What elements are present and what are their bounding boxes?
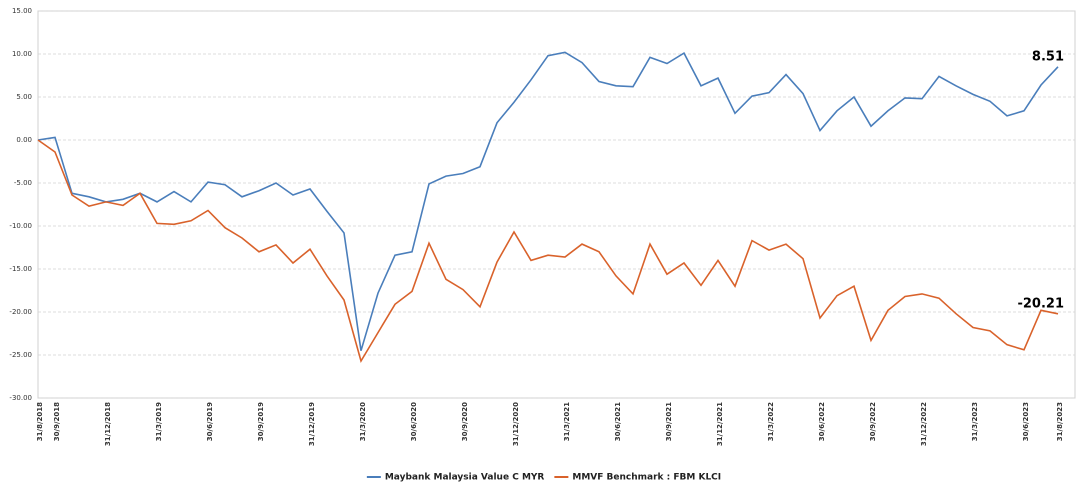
- series-line: [37, 51, 1059, 351]
- x-tick-label: 30/9/2019: [257, 402, 265, 441]
- x-tick-label: 31/12/2020: [512, 402, 520, 446]
- y-tick-label: -5.00: [14, 179, 32, 187]
- x-tick-label: 30/9/2018: [53, 402, 61, 441]
- y-tick-label: 15.00: [12, 7, 32, 15]
- x-tick-label: 31/3/2022: [767, 402, 775, 441]
- y-tick-label: -30.00: [9, 394, 32, 402]
- x-tick-label: 30/6/2020: [410, 402, 418, 441]
- y-tick-label: -20.00: [9, 308, 32, 316]
- y-tick-label: -15.00: [9, 265, 32, 273]
- y-tick-label: -25.00: [9, 351, 32, 359]
- x-tick-label: 31/3/2019: [155, 402, 163, 441]
- x-tick-label: 30/6/2022: [818, 402, 826, 441]
- y-tick-label: 10.00: [12, 50, 32, 58]
- x-tick-label: 30/9/2022: [869, 402, 877, 441]
- end-label: 8.51: [1032, 49, 1064, 64]
- y-tick-label: 5.00: [16, 93, 32, 101]
- legend-label: MMVF Benchmark : FBM KLCI: [572, 473, 721, 483]
- y-tick-label: -10.00: [9, 222, 32, 230]
- end-label: -20.21: [1017, 296, 1064, 311]
- y-tick-label: 0.00: [16, 136, 32, 144]
- x-tick-label: 31/8/2023: [1056, 402, 1064, 441]
- x-tick-label: 30/6/2019: [206, 402, 214, 441]
- x-tick-label: 31/12/2018: [104, 402, 112, 446]
- x-tick-label: 31/12/2021: [716, 402, 724, 446]
- x-tick-label: 31/12/2022: [920, 402, 928, 446]
- series-line: [37, 139, 1059, 364]
- x-tick-label: 31/3/2020: [359, 402, 367, 441]
- x-tick-label: 31/3/2021: [563, 402, 571, 441]
- legend-label: Maybank Malaysia Value C MYR: [385, 473, 545, 483]
- x-tick-label: 30/6/2023: [1022, 402, 1030, 441]
- x-tick-label: 30/9/2021: [665, 402, 673, 441]
- x-tick-label: 30/6/2021: [614, 402, 622, 441]
- x-tick-label: 30/9/2020: [461, 402, 469, 441]
- x-tick-label: 31/3/2023: [971, 402, 979, 441]
- x-tick-label: 31/8/2018: [36, 402, 44, 441]
- x-tick-label: 31/12/2019: [308, 402, 316, 446]
- plot-frame: [37, 10, 1076, 399]
